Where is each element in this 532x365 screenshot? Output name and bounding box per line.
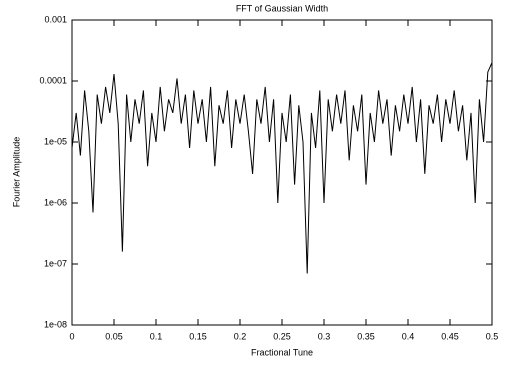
- chart-title: FFT of Gaussian Width: [236, 3, 328, 13]
- x-tick-label: 0.15: [189, 331, 207, 341]
- x-tick-label: 0.3: [318, 331, 331, 341]
- x-tick-label: 0.45: [441, 331, 459, 341]
- y-tick-label: 0.0001: [39, 75, 67, 85]
- x-tick-label: 0.05: [105, 331, 123, 341]
- x-axis-label: Fractional Tune: [251, 347, 313, 357]
- x-tick-label: 0.25: [273, 331, 291, 341]
- y-tick-label: 1e-05: [44, 136, 67, 146]
- data-line: [71, 62, 493, 274]
- y-tick-label: 1e-07: [44, 258, 67, 268]
- y-tick-label: 1e-06: [44, 197, 67, 207]
- x-tick-label: 0.1: [150, 331, 163, 341]
- x-tick-label: 0.5: [486, 331, 499, 341]
- y-tick-label: 0.001: [44, 14, 67, 24]
- x-tick-label: 0.35: [357, 331, 375, 341]
- x-tick-label: 0.2: [234, 331, 247, 341]
- x-tick-label: 0: [69, 331, 74, 341]
- plot-frame: [71, 19, 493, 326]
- y-axis-label: Fourier Amplitude: [11, 137, 21, 208]
- y-tick-label: 1e-08: [44, 319, 67, 329]
- x-tick-label: 0.4: [402, 331, 415, 341]
